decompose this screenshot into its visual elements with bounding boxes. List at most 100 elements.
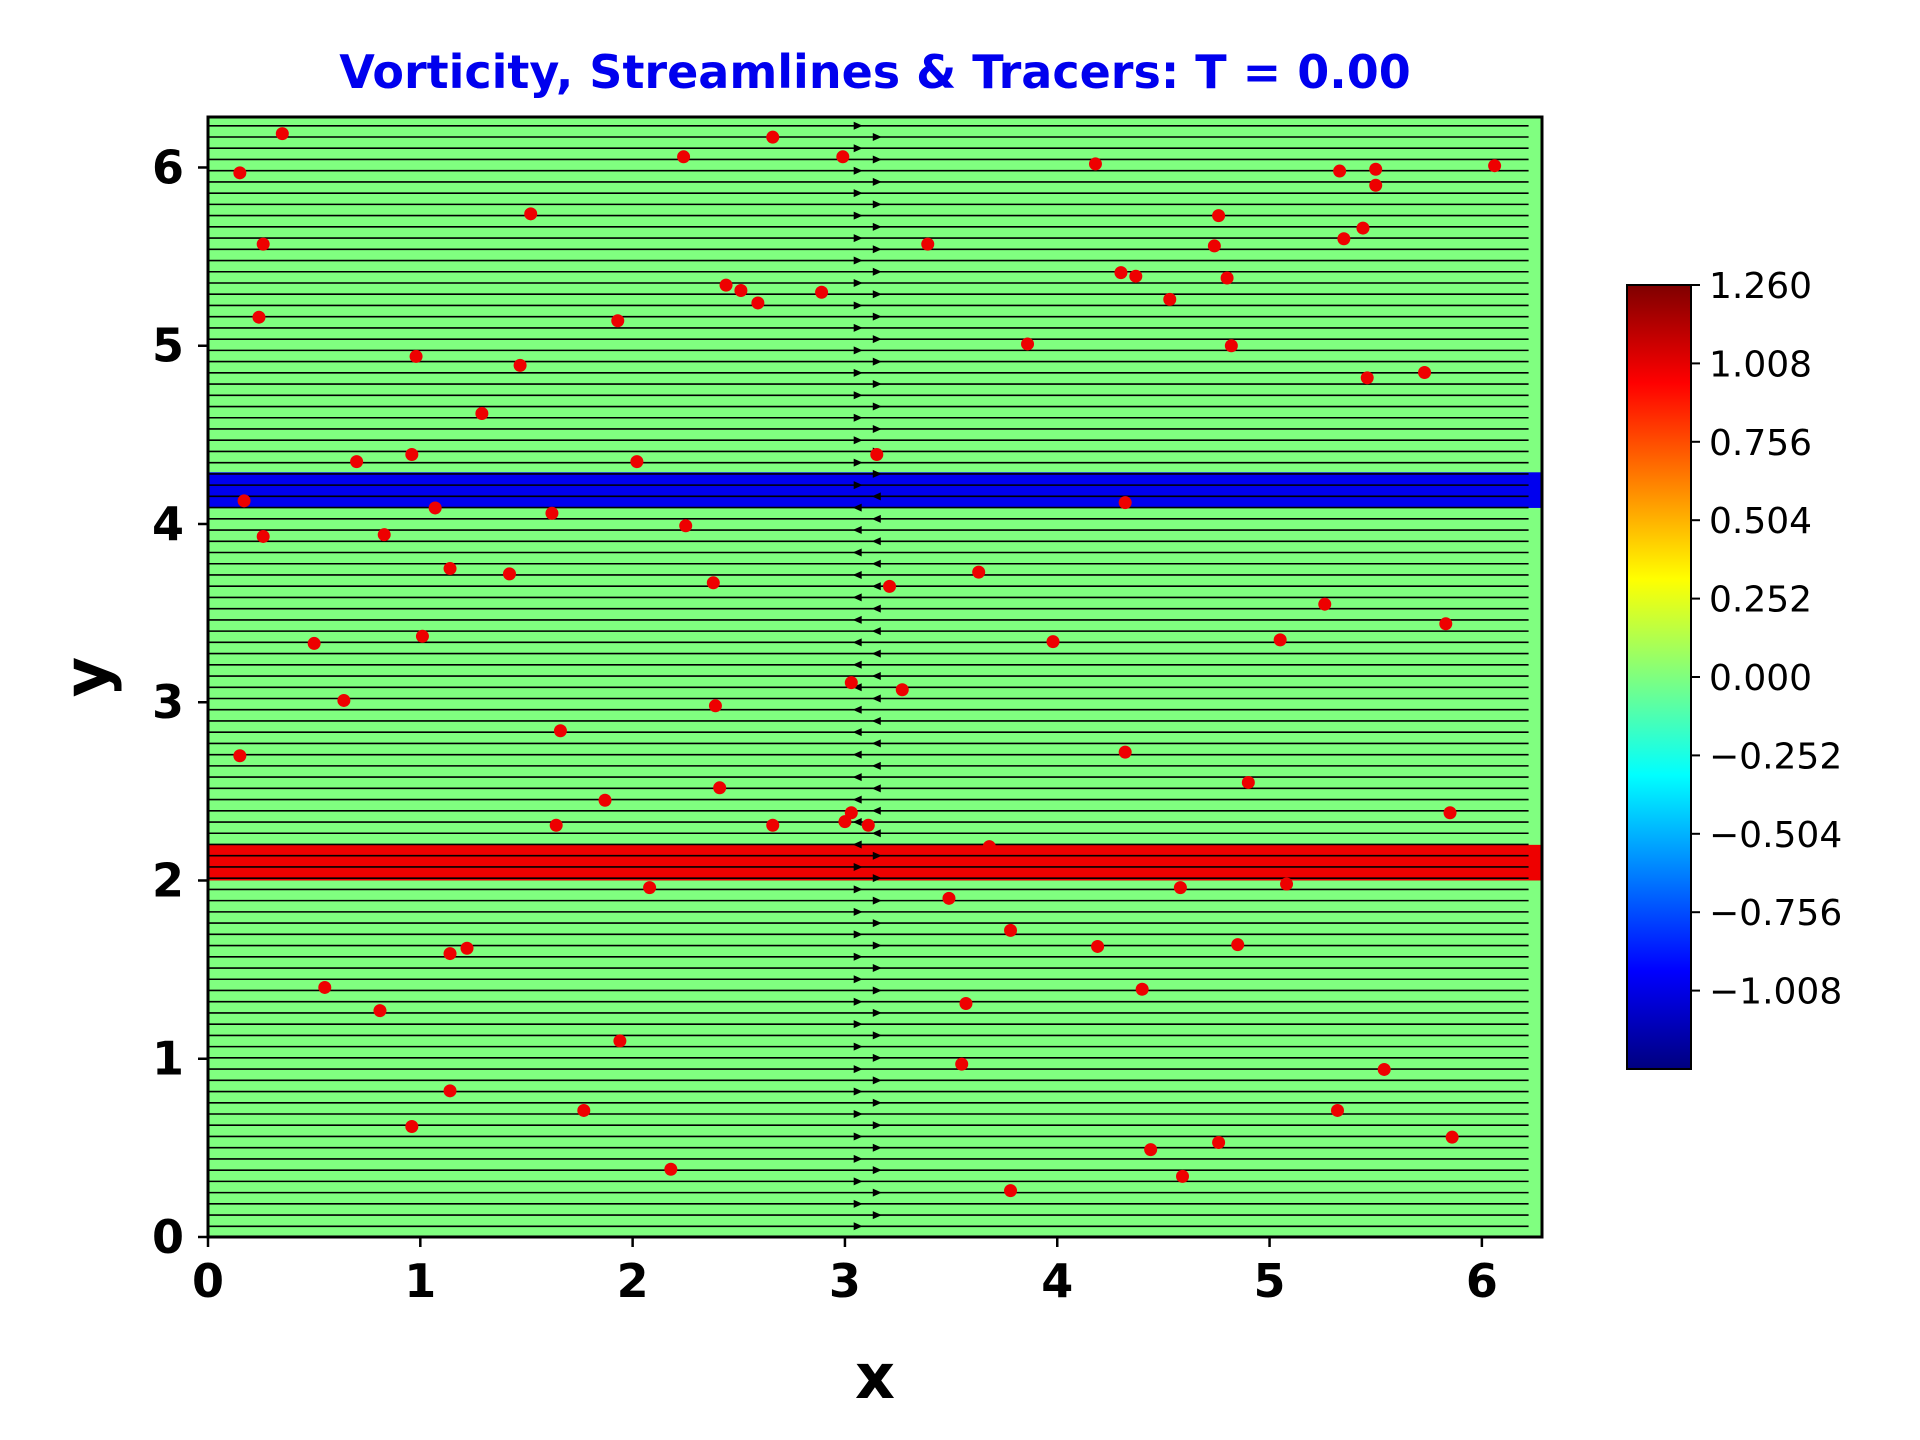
streamline-arrow [853,907,863,916]
tracer-point [409,349,423,363]
streamline-arrow [853,234,863,243]
streamline-arrow [872,335,882,344]
tracer-point [549,818,563,832]
streamline-arrow [852,593,862,602]
streamline-arrow [852,773,862,782]
streamline-arrow [872,1098,882,1107]
tracer-point [1280,877,1294,891]
tracer-point [373,1004,387,1018]
tracer-point [1091,939,1105,953]
tracer-point [1337,232,1351,246]
tracer-point [766,818,780,832]
tracer-point [883,579,897,593]
tracer-point [1046,635,1060,649]
streamline-arrow [853,1177,863,1186]
streamline-arrow [853,301,863,310]
streamline-arrow [872,402,882,411]
streamline-arrow [852,548,862,557]
tracer-point [1114,266,1128,280]
streamline-arrow [872,896,882,905]
tracer-point [460,941,474,955]
tracer-point [1369,178,1383,192]
streamline-arrow [853,436,863,445]
tracer-point [553,724,567,738]
streamline-arrow [872,1008,882,1017]
streamline-arrow [872,177,882,186]
tracer-point [1488,159,1502,173]
tracer-point [1443,806,1457,820]
streamline-arrow [852,750,862,759]
streamline-arrow [871,604,881,613]
tracer-point [713,781,727,795]
streamline-arrow [853,1042,863,1051]
streamline-arrow [871,829,881,838]
tracer-point [972,565,986,579]
streamline-arrow [852,705,862,714]
tracer-point [307,636,321,650]
streamline-arrow [852,526,862,535]
tracer-point [428,501,442,515]
streamline-arrow [872,267,882,276]
tracer-point [233,749,247,763]
tracer-point [613,1034,627,1048]
streamline-arrow [872,1076,882,1085]
streamline-arrow [852,503,862,512]
x-tick-label: 4 [1041,1254,1073,1308]
tracer-point [895,683,909,697]
streamline-arrow [872,874,882,883]
streamline-arrow [871,514,881,523]
plot-frame [206,115,1544,1239]
tracer-point [1118,496,1132,510]
tracer-point [1088,157,1102,171]
tracer-point [959,996,973,1010]
tracer-point [233,166,247,180]
tracer-point [1021,337,1035,351]
tracer-point [256,529,270,543]
y-tick-label: 1 [152,1032,184,1086]
streamline-arrow [871,784,881,793]
tracer-point [1004,1184,1018,1198]
streamline-arrow [872,312,882,321]
tracer-point [443,562,457,576]
streamline-arrow [872,964,882,973]
y-axis: 0 1 2 3 4 5 6 [152,140,208,1264]
tracer-point [921,237,935,251]
streamline-arrow [853,885,863,894]
tracer-point [1129,269,1143,283]
tracer-point [679,519,693,533]
streamline-arrow [871,537,881,546]
streamline-arrow [853,166,863,175]
streamline-arrow [852,818,862,827]
tracer-point [1212,1136,1226,1150]
tracer-point [861,818,875,832]
tracer-point [1118,745,1132,759]
chart-title: Vorticity, Streamlines & Tracers: T = 0.… [339,45,1410,99]
tracer-point [524,207,538,221]
streamline-arrow [853,1065,863,1074]
tracer-point [475,406,489,420]
streamline-arrow [853,278,863,287]
tracer-point [1360,371,1374,385]
tracer-point [643,881,657,895]
x-tick-label: 1 [404,1254,436,1308]
y-tick-label: 4 [152,497,184,551]
x-axis-label: x [855,1340,895,1413]
tracer-point [598,793,612,807]
colorbar-tick-label: 0.756 [1709,423,1812,464]
streamline-arrow [872,1166,882,1175]
colorbar-tick-label: 0.000 [1709,658,1812,699]
streamline-arrow [853,323,863,332]
tracer-point [318,980,332,994]
tracer-point [611,314,625,328]
streamline-arrow [852,683,862,692]
tracer-point [815,285,829,299]
tracer-point [1318,597,1332,611]
colorbar-tick-label: 0.252 [1709,580,1812,621]
tracer-point [734,283,748,297]
streamline-arrow [871,559,881,568]
vorticity-band-2 [208,844,1542,881]
streamline-arrow [853,997,863,1006]
tracer-point [1207,239,1221,253]
streamline-arrow [852,638,862,647]
